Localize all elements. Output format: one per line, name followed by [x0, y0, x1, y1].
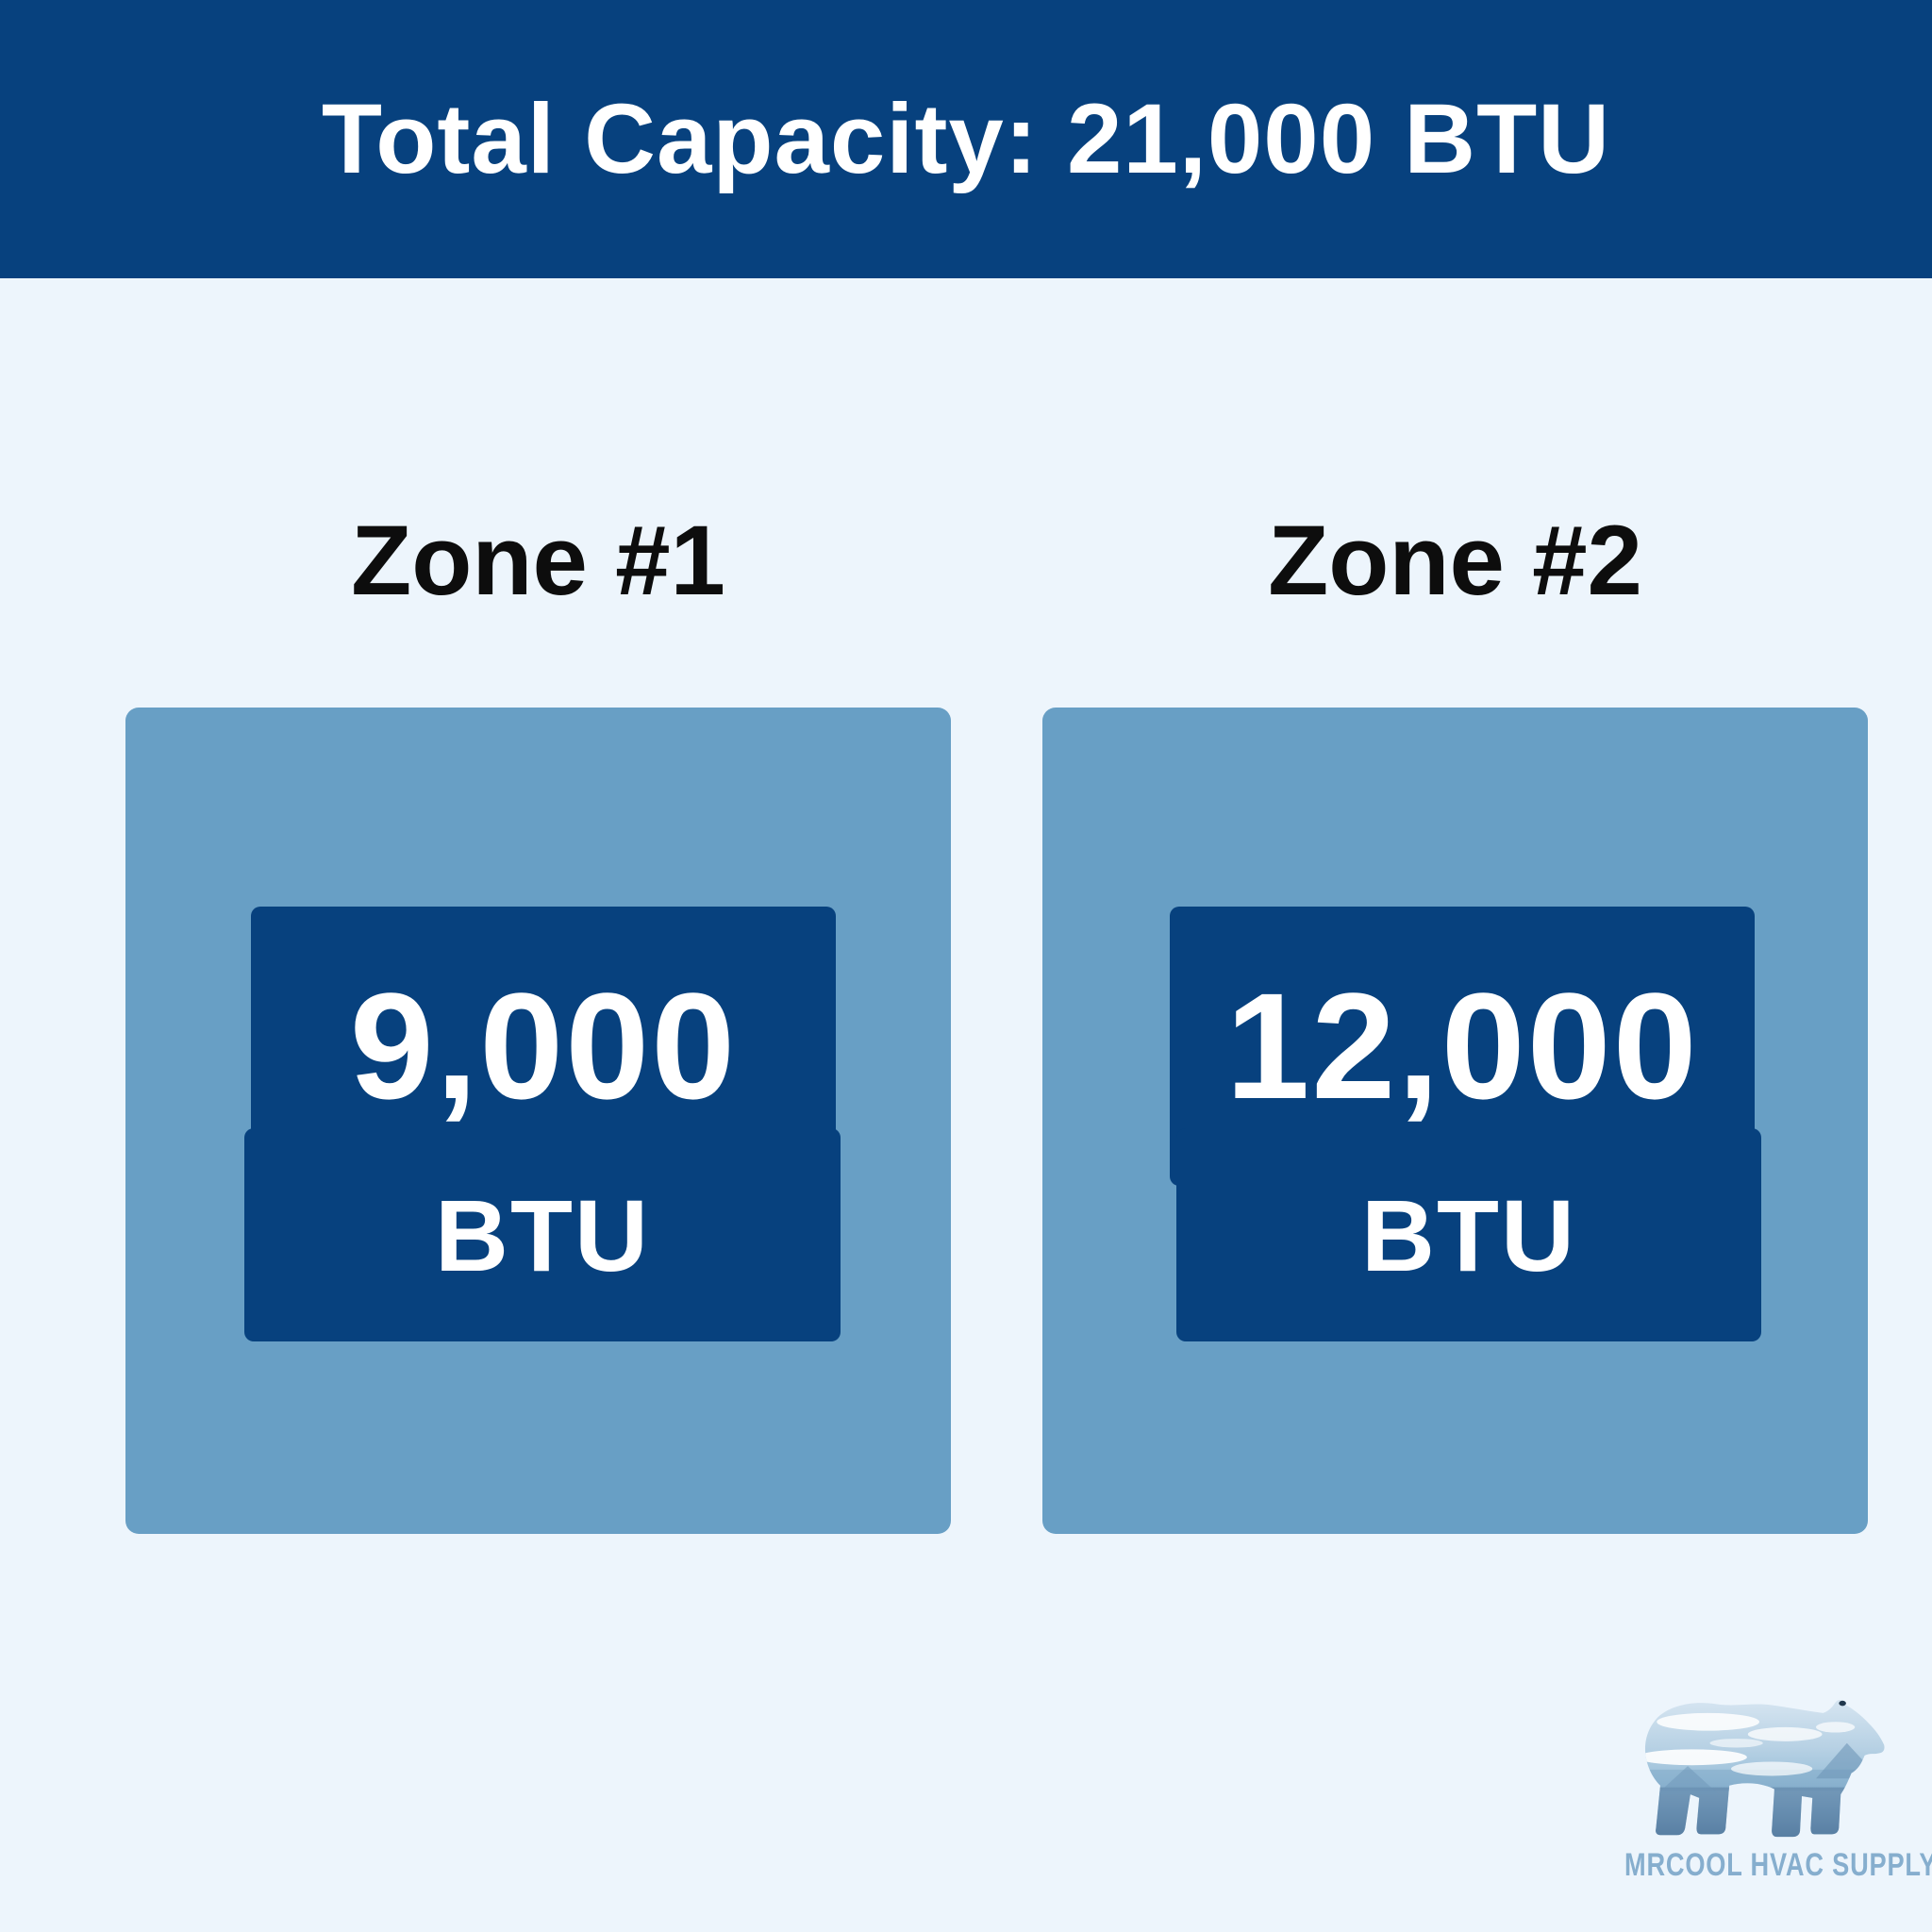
polar-bear-icon: [1644, 1700, 1885, 1838]
header-title: Total Capacity: 21,000 BTU: [321, 83, 1611, 194]
brand-name: MRCOOL HVAC SUPPLY: [1624, 1847, 1932, 1883]
zone-2-capacity-unit: BTU: [1361, 1177, 1576, 1292]
zone-1-title: Zone #1: [351, 506, 725, 616]
zone-1-panel: 9,000 BTU: [125, 708, 951, 1534]
zone-2-panel: 12,000 BTU: [1042, 708, 1868, 1534]
zone-1-unit-box: BTU: [244, 1128, 841, 1341]
zone-2-capacity-value: 12,000: [1225, 961, 1699, 1130]
zone-2-unit-box: BTU: [1176, 1128, 1761, 1341]
zone-1-capacity-unit: BTU: [435, 1177, 650, 1292]
zone-1-capacity-value: 9,000: [349, 961, 738, 1130]
brand-logo: MRCOOL HVAC SUPPLY: [1594, 1681, 1932, 1884]
zone-2-title: Zone #2: [1268, 506, 1642, 616]
header-banner: Total Capacity: 21,000 BTU: [0, 0, 1932, 278]
